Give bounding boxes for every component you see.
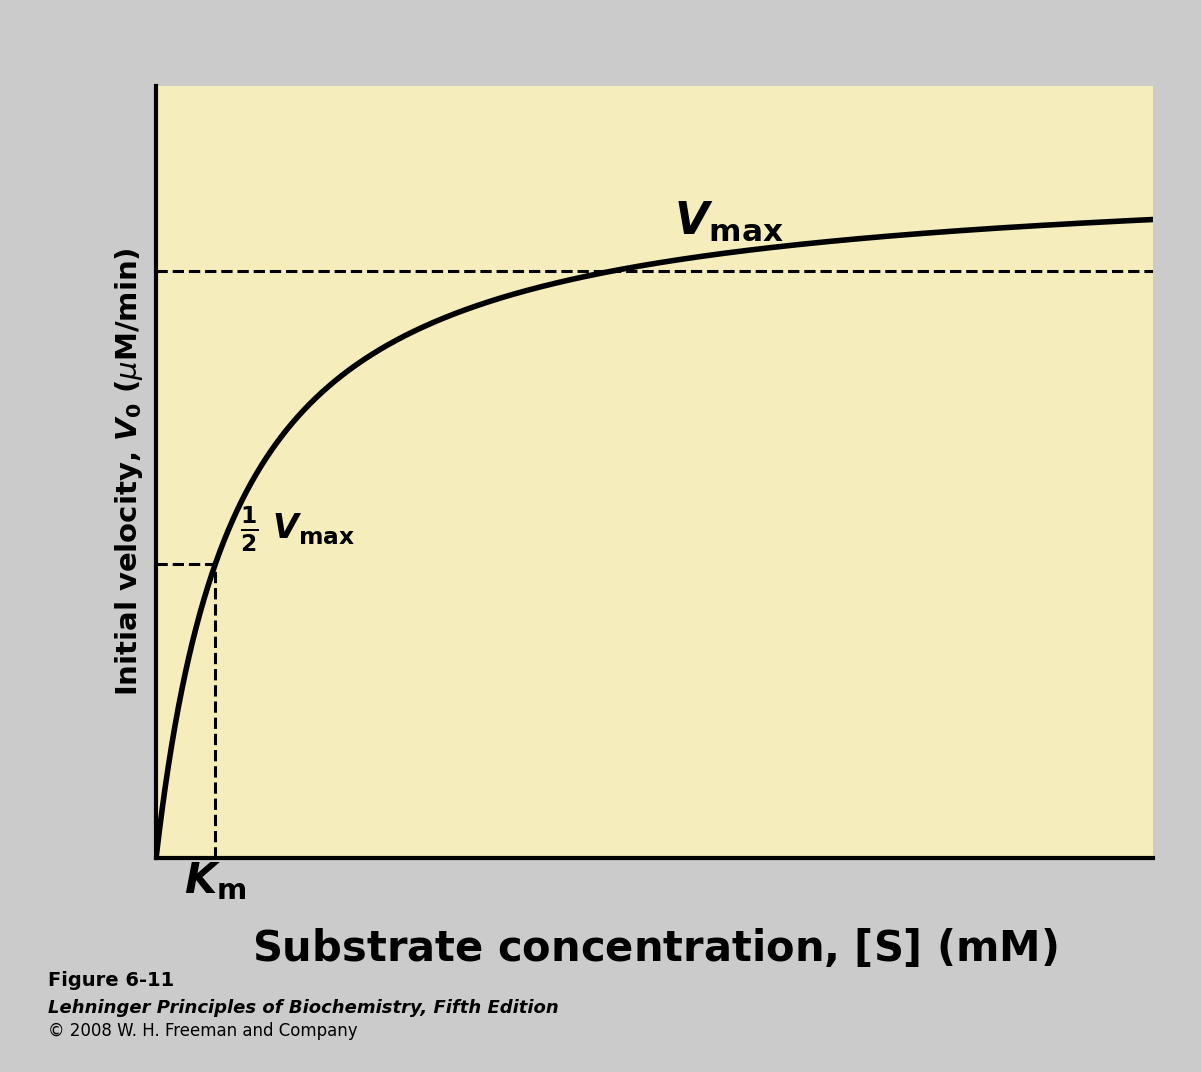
Text: Lehninger Principles of Biochemistry, Fifth Edition: Lehninger Principles of Biochemistry, Fi…	[48, 999, 558, 1016]
Text: Figure 6-11: Figure 6-11	[48, 971, 174, 991]
Text: $\bf{\frac{1}{2}}$ $\bfit{V}_{\bf{max}}$: $\bf{\frac{1}{2}}$ $\bfit{V}_{\bf{max}}$	[240, 505, 355, 554]
Text: © 2008 W. H. Freeman and Company: © 2008 W. H. Freeman and Company	[48, 1023, 358, 1040]
Text: Substrate concentration, [S] (m$\bf{M}$): Substrate concentration, [S] (m$\bf{M}$)	[252, 927, 1057, 970]
Y-axis label: Initial velocity, $\bfit{V}_{\bf{0}}$ ($\mu$M/min): Initial velocity, $\bfit{V}_{\bf{0}}$ ($…	[113, 248, 145, 696]
Text: $\bfit{K}_{\bf{m}}$: $\bfit{K}_{\bf{m}}$	[184, 860, 246, 903]
Text: $\bfit{V}_{\bf{max}}$: $\bfit{V}_{\bf{max}}$	[675, 200, 784, 243]
